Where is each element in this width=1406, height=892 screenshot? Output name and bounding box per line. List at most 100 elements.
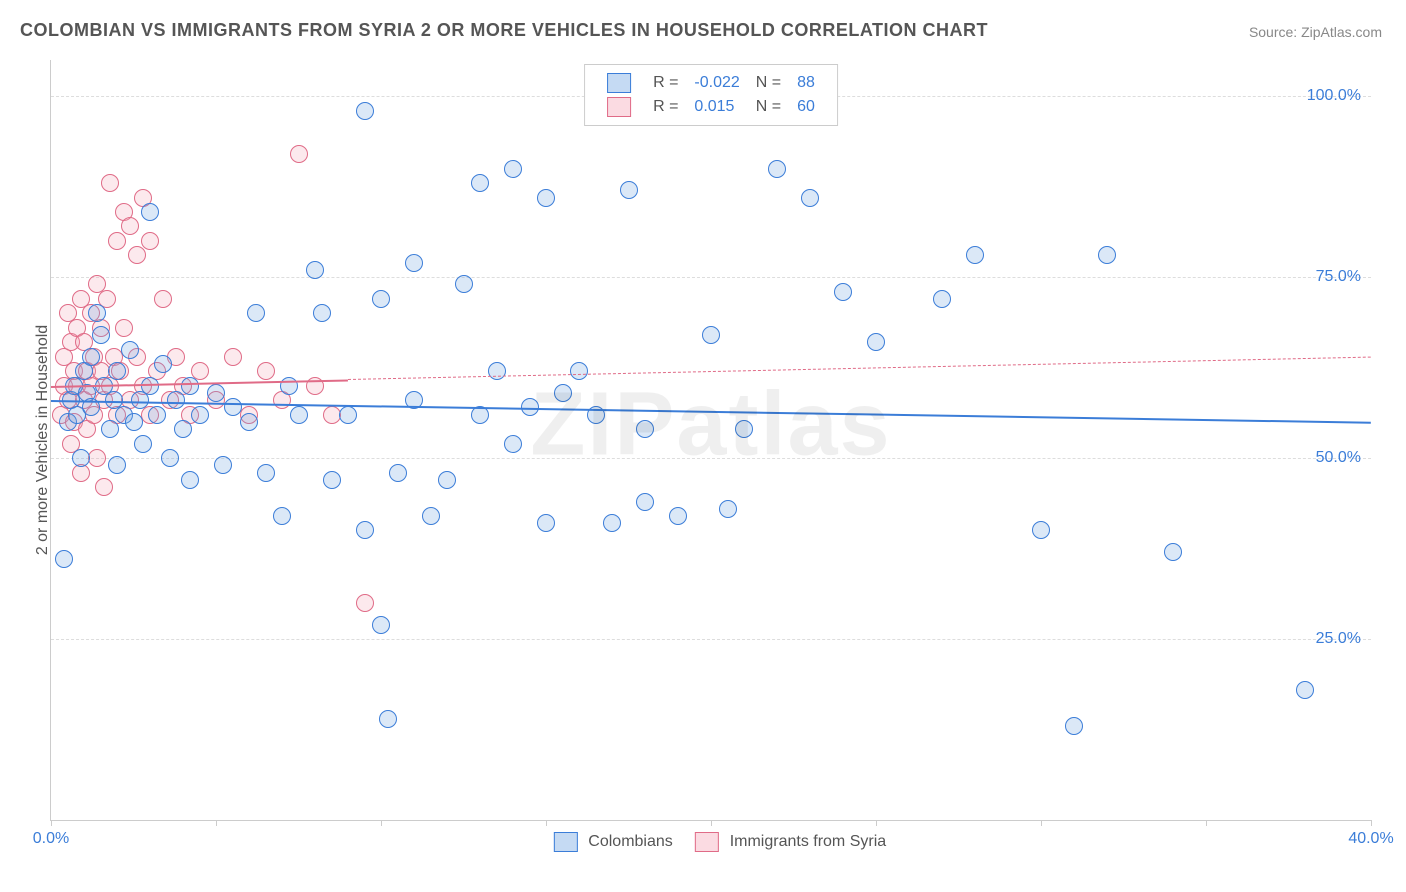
data-point xyxy=(290,406,308,424)
data-point xyxy=(356,594,374,612)
data-point xyxy=(55,550,73,568)
data-point xyxy=(966,246,984,264)
x-tick xyxy=(711,820,712,826)
plot-area: 2 or more Vehicles in Household ZIPatlas… xyxy=(50,60,1371,821)
gridline xyxy=(51,277,1371,278)
data-point xyxy=(867,333,885,351)
x-tick xyxy=(51,820,52,826)
y-tick-label: 25.0% xyxy=(1316,630,1361,648)
data-point xyxy=(214,456,232,474)
x-tick xyxy=(216,820,217,826)
swatch-bottom-colombians xyxy=(554,832,578,852)
r-value-colombians: -0.022 xyxy=(686,71,747,95)
data-point xyxy=(323,471,341,489)
data-point xyxy=(933,290,951,308)
gridline xyxy=(51,639,1371,640)
x-tick xyxy=(1371,820,1372,826)
data-point xyxy=(339,406,357,424)
n-value-colombians: 88 xyxy=(789,71,823,95)
data-point xyxy=(1065,717,1083,735)
data-point xyxy=(313,304,331,322)
data-point xyxy=(290,145,308,163)
data-point xyxy=(372,290,390,308)
data-point xyxy=(356,102,374,120)
data-point xyxy=(95,478,113,496)
legend-label-colombians: Colombians xyxy=(588,833,672,850)
data-point xyxy=(82,348,100,366)
x-tick xyxy=(1206,820,1207,826)
data-point xyxy=(224,348,242,366)
data-point xyxy=(834,283,852,301)
y-tick-label: 75.0% xyxy=(1316,268,1361,286)
y-tick-label: 50.0% xyxy=(1316,449,1361,467)
data-point xyxy=(1098,246,1116,264)
data-point xyxy=(174,420,192,438)
x-tick xyxy=(546,820,547,826)
data-point xyxy=(181,471,199,489)
data-point xyxy=(108,456,126,474)
data-point xyxy=(191,406,209,424)
y-tick-label: 100.0% xyxy=(1307,87,1361,105)
data-point xyxy=(108,232,126,250)
legend-row-syria: R = 0.015 N = 60 xyxy=(599,95,823,119)
chart-title: COLOMBIAN VS IMMIGRANTS FROM SYRIA 2 OR … xyxy=(20,20,988,41)
source-label: Source: ZipAtlas.com xyxy=(1249,24,1382,40)
y-axis-label: 2 or more Vehicles in Household xyxy=(34,325,52,555)
data-point xyxy=(181,377,199,395)
gridline xyxy=(51,458,1371,459)
data-point xyxy=(389,464,407,482)
data-point xyxy=(488,362,506,380)
data-point xyxy=(134,435,152,453)
data-point xyxy=(768,160,786,178)
data-point xyxy=(620,181,638,199)
data-point xyxy=(471,174,489,192)
swatch-colombians xyxy=(607,73,631,93)
legend-series: Colombians Immigrants from Syria xyxy=(536,832,886,852)
data-point xyxy=(356,521,374,539)
data-point xyxy=(161,449,179,467)
data-point xyxy=(167,391,185,409)
data-point xyxy=(323,406,341,424)
data-point xyxy=(306,261,324,279)
data-point xyxy=(141,232,159,250)
data-point xyxy=(438,471,456,489)
data-point xyxy=(141,203,159,221)
data-point xyxy=(115,319,133,337)
legend-correlation: R = -0.022 N = 88 R = 0.015 N = 60 xyxy=(584,64,838,126)
data-point xyxy=(224,398,242,416)
data-point xyxy=(154,290,172,308)
legend-label-syria: Immigrants from Syria xyxy=(730,833,886,850)
x-tick xyxy=(1041,820,1042,826)
data-point xyxy=(128,246,146,264)
data-point xyxy=(1296,681,1314,699)
data-point xyxy=(72,449,90,467)
swatch-bottom-syria xyxy=(695,832,719,852)
data-point xyxy=(405,254,423,272)
data-point xyxy=(1164,543,1182,561)
data-point xyxy=(422,507,440,525)
data-point xyxy=(240,413,258,431)
data-point xyxy=(207,384,225,402)
x-tick-label: 40.0% xyxy=(1348,830,1393,848)
n-value-syria: 60 xyxy=(789,95,823,119)
x-tick xyxy=(876,820,877,826)
data-point xyxy=(379,710,397,728)
data-point xyxy=(554,384,572,402)
swatch-syria xyxy=(607,97,631,117)
data-point xyxy=(108,362,126,380)
data-point xyxy=(719,500,737,518)
data-point xyxy=(801,189,819,207)
data-point xyxy=(702,326,720,344)
r-value-syria: 0.015 xyxy=(686,95,747,119)
data-point xyxy=(88,449,106,467)
data-point xyxy=(148,406,166,424)
data-point xyxy=(455,275,473,293)
data-point xyxy=(273,507,291,525)
data-point xyxy=(257,464,275,482)
data-point xyxy=(125,413,143,431)
data-point xyxy=(603,514,621,532)
data-point xyxy=(570,362,588,380)
data-point xyxy=(280,377,298,395)
data-point xyxy=(247,304,265,322)
data-point xyxy=(1032,521,1050,539)
